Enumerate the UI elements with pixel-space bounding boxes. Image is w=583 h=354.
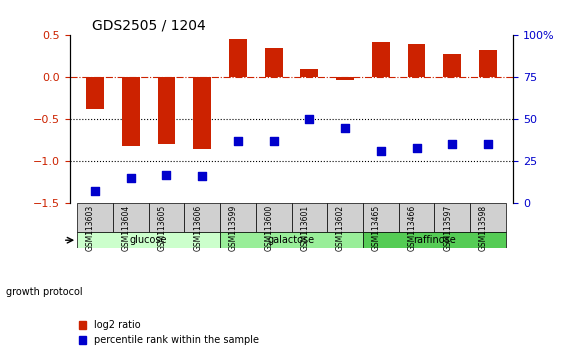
FancyBboxPatch shape	[434, 203, 470, 232]
FancyBboxPatch shape	[77, 203, 113, 232]
Bar	[86, 77, 104, 109]
Text: GSM113606: GSM113606	[193, 204, 202, 251]
Text: GSM113601: GSM113601	[300, 204, 310, 251]
Point	[161, 172, 171, 177]
Bar	[122, 77, 140, 146]
Bar	[372, 42, 390, 77]
Text: GDS2505 / 1204: GDS2505 / 1204	[92, 19, 206, 33]
Point	[412, 145, 422, 150]
Text: growth protocol: growth protocol	[6, 287, 82, 297]
Bar	[300, 69, 318, 77]
Point	[198, 173, 207, 179]
Bar	[443, 54, 461, 77]
Text: GSM113605: GSM113605	[157, 204, 166, 251]
Text: raffinose: raffinose	[413, 235, 456, 245]
FancyBboxPatch shape	[184, 203, 220, 232]
Bar	[193, 77, 211, 149]
Bar	[229, 39, 247, 77]
Point	[376, 148, 385, 154]
Bar	[479, 50, 497, 77]
Point	[269, 138, 278, 144]
Point	[90, 189, 100, 194]
Text: GSM113602: GSM113602	[336, 204, 345, 251]
Text: GSM113466: GSM113466	[408, 204, 417, 251]
Point	[448, 142, 457, 147]
Bar	[265, 48, 283, 77]
FancyBboxPatch shape	[399, 203, 434, 232]
Bar	[157, 77, 175, 144]
Point	[233, 138, 243, 144]
FancyBboxPatch shape	[470, 203, 506, 232]
Text: GSM113600: GSM113600	[265, 204, 273, 251]
FancyBboxPatch shape	[113, 203, 149, 232]
Text: GSM113465: GSM113465	[372, 204, 381, 251]
Bar	[408, 44, 426, 77]
Point	[483, 142, 493, 147]
Point	[340, 125, 350, 131]
FancyBboxPatch shape	[220, 232, 363, 248]
FancyBboxPatch shape	[327, 203, 363, 232]
FancyBboxPatch shape	[256, 203, 292, 232]
Point	[126, 175, 135, 181]
Text: GSM113598: GSM113598	[479, 204, 488, 251]
Text: GSM113603: GSM113603	[86, 204, 95, 251]
FancyBboxPatch shape	[220, 203, 256, 232]
Text: glucose: glucose	[130, 235, 167, 245]
Legend: log2 ratio, percentile rank within the sample: log2 ratio, percentile rank within the s…	[75, 316, 263, 349]
FancyBboxPatch shape	[363, 232, 506, 248]
FancyBboxPatch shape	[77, 232, 220, 248]
Bar	[336, 77, 354, 80]
Text: GSM113604: GSM113604	[122, 204, 131, 251]
Point	[305, 116, 314, 122]
FancyBboxPatch shape	[292, 203, 327, 232]
Text: galactose: galactose	[268, 235, 315, 245]
Text: GSM113597: GSM113597	[443, 204, 452, 251]
FancyBboxPatch shape	[363, 203, 399, 232]
Text: GSM113599: GSM113599	[229, 204, 238, 251]
FancyBboxPatch shape	[149, 203, 184, 232]
